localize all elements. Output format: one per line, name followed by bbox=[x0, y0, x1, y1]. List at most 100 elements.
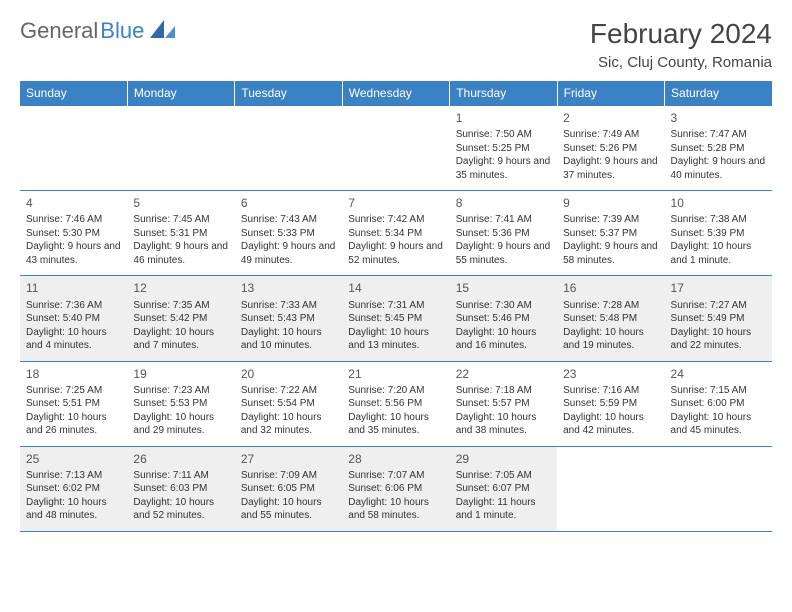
sunrise-text: Sunrise: 7:36 AM bbox=[26, 299, 121, 313]
weekday-header: Thursday bbox=[450, 81, 557, 106]
calendar-empty bbox=[235, 106, 342, 191]
day-number: 24 bbox=[671, 366, 766, 382]
daylight-text: Daylight: 10 hours and 13 minutes. bbox=[348, 326, 443, 353]
sunset-text: Sunset: 5:28 PM bbox=[671, 142, 766, 156]
sunset-text: Sunset: 6:07 PM bbox=[456, 482, 551, 496]
calendar-day: 12Sunrise: 7:35 AMSunset: 5:42 PMDayligh… bbox=[127, 276, 234, 361]
sunset-text: Sunset: 5:54 PM bbox=[241, 397, 336, 411]
daylight-text: Daylight: 10 hours and 22 minutes. bbox=[671, 326, 766, 353]
day-number: 28 bbox=[348, 451, 443, 467]
calendar-empty bbox=[342, 106, 449, 191]
sunrise-text: Sunrise: 7:20 AM bbox=[348, 384, 443, 398]
sunset-text: Sunset: 5:43 PM bbox=[241, 312, 336, 326]
sunrise-text: Sunrise: 7:31 AM bbox=[348, 299, 443, 313]
sunset-text: Sunset: 5:59 PM bbox=[563, 397, 658, 411]
day-number: 19 bbox=[133, 366, 228, 382]
sunset-text: Sunset: 5:34 PM bbox=[348, 227, 443, 241]
logo-text-general: General bbox=[20, 18, 98, 44]
month-title: February 2024 bbox=[590, 18, 772, 50]
sunrise-text: Sunrise: 7:13 AM bbox=[26, 469, 121, 483]
daylight-text: Daylight: 9 hours and 46 minutes. bbox=[133, 240, 228, 267]
sunrise-text: Sunrise: 7:46 AM bbox=[26, 213, 121, 227]
calendar-day: 25Sunrise: 7:13 AMSunset: 6:02 PMDayligh… bbox=[20, 446, 127, 531]
sunset-text: Sunset: 6:02 PM bbox=[26, 482, 121, 496]
daylight-text: Daylight: 10 hours and 7 minutes. bbox=[133, 326, 228, 353]
header: GeneralBlue February 2024 Sic, Cluj Coun… bbox=[20, 18, 772, 71]
logo-sail-icon bbox=[150, 18, 176, 44]
daylight-text: Daylight: 10 hours and 16 minutes. bbox=[456, 326, 551, 353]
calendar-day: 3Sunrise: 7:47 AMSunset: 5:28 PMDaylight… bbox=[665, 106, 772, 191]
calendar-day: 17Sunrise: 7:27 AMSunset: 5:49 PMDayligh… bbox=[665, 276, 772, 361]
day-number: 15 bbox=[456, 280, 551, 296]
daylight-text: Daylight: 10 hours and 4 minutes. bbox=[26, 326, 121, 353]
daylight-text: Daylight: 9 hours and 40 minutes. bbox=[671, 155, 766, 182]
day-number: 5 bbox=[133, 195, 228, 211]
sunset-text: Sunset: 5:49 PM bbox=[671, 312, 766, 326]
sunset-text: Sunset: 5:40 PM bbox=[26, 312, 121, 326]
sunrise-text: Sunrise: 7:09 AM bbox=[241, 469, 336, 483]
calendar-empty bbox=[20, 106, 127, 191]
sunrise-text: Sunrise: 7:11 AM bbox=[133, 469, 228, 483]
day-number: 27 bbox=[241, 451, 336, 467]
daylight-text: Daylight: 9 hours and 35 minutes. bbox=[456, 155, 551, 182]
day-number: 23 bbox=[563, 366, 658, 382]
calendar-day: 20Sunrise: 7:22 AMSunset: 5:54 PMDayligh… bbox=[235, 361, 342, 446]
sunset-text: Sunset: 5:46 PM bbox=[456, 312, 551, 326]
daylight-text: Daylight: 9 hours and 58 minutes. bbox=[563, 240, 658, 267]
calendar-day: 23 Sunrise: 7:16 AMSunset: 5:59 PMDayligh… bbox=[557, 361, 664, 446]
sunset-text: Sunset: 5:39 PM bbox=[671, 227, 766, 241]
calendar: SundayMondayTuesdayWednesdayThursdayFrid… bbox=[20, 81, 772, 532]
sunrise-text: Sunrise: 7:22 AM bbox=[241, 384, 336, 398]
calendar-day: 15 Sunrise: 7:30 AMSunset: 5:46 PMDayligh… bbox=[450, 276, 557, 361]
sunset-text: Sunset: 5:30 PM bbox=[26, 227, 121, 241]
daylight-text: Daylight: 10 hours and 38 minutes. bbox=[456, 411, 551, 438]
calendar-day: 28Sunrise: 7:07 AMSunset: 6:06 PMDayligh… bbox=[342, 446, 449, 531]
daylight-text: Daylight: 10 hours and 35 minutes. bbox=[348, 411, 443, 438]
day-number: 1 bbox=[456, 110, 551, 126]
sunrise-text: Sunrise: 7:30 AM bbox=[456, 299, 551, 313]
sunrise-text: Sunrise: 7:16 AM bbox=[563, 384, 658, 398]
daylight-text: Daylight: 10 hours and 1 minute. bbox=[671, 240, 766, 267]
daylight-text: Daylight: 10 hours and 10 minutes. bbox=[241, 326, 336, 353]
calendar-day: 21Sunrise: 7:20 AMSunset: 5:56 PMDayligh… bbox=[342, 361, 449, 446]
day-number: 26 bbox=[133, 451, 228, 467]
sunrise-text: Sunrise: 7:35 AM bbox=[133, 299, 228, 313]
daylight-text: Daylight: 10 hours and 42 minutes. bbox=[563, 411, 658, 438]
calendar-empty bbox=[557, 446, 664, 531]
daylight-text: Daylight: 10 hours and 58 minutes. bbox=[348, 496, 443, 523]
sunset-text: Sunset: 5:31 PM bbox=[133, 227, 228, 241]
day-number: 29 bbox=[456, 451, 551, 467]
sunrise-text: Sunrise: 7:25 AM bbox=[26, 384, 121, 398]
day-number: 3 bbox=[671, 110, 766, 126]
sunrise-text: Sunrise: 7:05 AM bbox=[456, 469, 551, 483]
logo-text-blue: Blue bbox=[100, 18, 144, 44]
sunrise-text: Sunrise: 7:45 AM bbox=[133, 213, 228, 227]
calendar-day: 22Sunrise: 7:18 AMSunset: 5:57 PMDayligh… bbox=[450, 361, 557, 446]
daylight-text: Daylight: 9 hours and 49 minutes. bbox=[241, 240, 336, 267]
daylight-text: Daylight: 11 hours and 1 minute. bbox=[456, 496, 551, 523]
day-number: 4 bbox=[26, 195, 121, 211]
sunset-text: Sunset: 5:33 PM bbox=[241, 227, 336, 241]
day-number: 13 bbox=[241, 280, 336, 296]
daylight-text: Daylight: 10 hours and 52 minutes. bbox=[133, 496, 228, 523]
sunrise-text: Sunrise: 7:50 AM bbox=[456, 128, 551, 142]
weekday-header: Sunday bbox=[20, 81, 127, 106]
calendar-day: 26Sunrise: 7:11 AMSunset: 6:03 PMDayligh… bbox=[127, 446, 234, 531]
sunset-text: Sunset: 5:53 PM bbox=[133, 397, 228, 411]
day-number: 25 bbox=[26, 451, 121, 467]
day-number: 18 bbox=[26, 366, 121, 382]
sunset-text: Sunset: 6:00 PM bbox=[671, 397, 766, 411]
calendar-body: 1Sunrise: 7:50 AMSunset: 5:25 PMDaylight… bbox=[20, 106, 772, 532]
day-number: 16 bbox=[563, 280, 658, 296]
sunset-text: Sunset: 6:05 PM bbox=[241, 482, 336, 496]
calendar-day: 9Sunrise: 7:39 AMSunset: 5:37 PMDaylight… bbox=[557, 191, 664, 276]
sunset-text: Sunset: 5:57 PM bbox=[456, 397, 551, 411]
daylight-text: Daylight: 9 hours and 52 minutes. bbox=[348, 240, 443, 267]
sunrise-text: Sunrise: 7:33 AM bbox=[241, 299, 336, 313]
sunrise-text: Sunrise: 7:39 AM bbox=[563, 213, 658, 227]
calendar-day: 19Sunrise: 7:23 AMSunset: 5:53 PMDayligh… bbox=[127, 361, 234, 446]
calendar-header-row: SundayMondayTuesdayWednesdayThursdayFrid… bbox=[20, 81, 772, 106]
calendar-day: 11Sunrise: 7:36 AMSunset: 5:40 PMDayligh… bbox=[20, 276, 127, 361]
sunrise-text: Sunrise: 7:28 AM bbox=[563, 299, 658, 313]
day-number: 14 bbox=[348, 280, 443, 296]
